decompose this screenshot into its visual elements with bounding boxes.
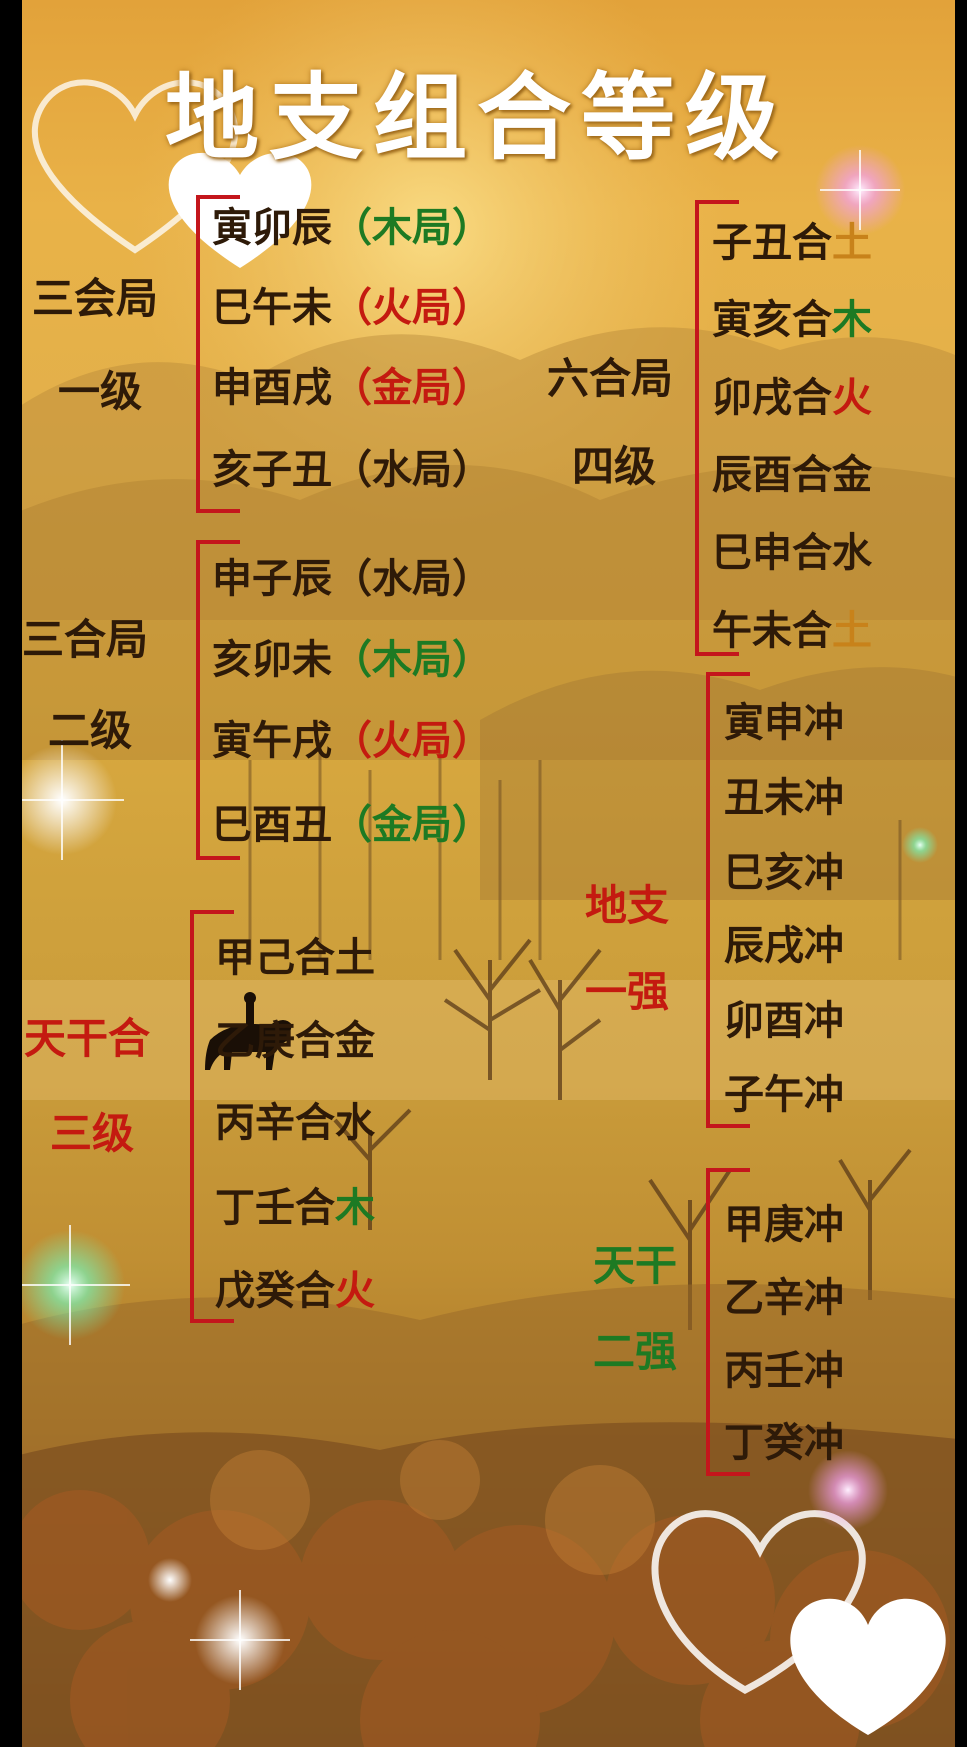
sanhui-item-1: 寅卯辰（木局） [212,195,492,253]
tiangan-he-item-1: 甲己合土 [215,925,375,983]
tiangan-chong-label: 天干 [593,1241,678,1290]
sanhui-item-4-paren: （水局） [332,447,492,493]
sanhe-item-4-text: 巳酉丑 [212,802,332,848]
tiangan-he-item-4-element: 木 [335,1185,375,1231]
sanhe-item-3-text: 寅午戌 [212,718,332,764]
tiangan-he-item-2-element: 金 [335,1018,375,1064]
tiangan-he-item-5-pre: 戊癸合 [215,1268,335,1314]
tiangan-chong-item-1: 甲庚冲 [724,1202,844,1248]
tiangan-he-item-2: 乙庚合金 [215,1008,375,1066]
tiangan-he-item-1-element: 土 [335,935,375,981]
tiangan-he-item-1-pre: 甲己合 [215,935,335,981]
tiangan-he-item-2-pre: 乙庚合 [215,1018,335,1064]
tiangan-chong-item-2: 乙辛冲 [724,1275,844,1321]
dizhi-chong-item-3: 巳亥冲 [724,850,844,896]
dizhi-chong-bracket [706,672,750,1128]
liuhe-item-6-pre: 午未合 [712,608,832,654]
right-black-edge [955,0,967,1747]
tiangan-he-item-5: 戊癸合火 [215,1258,375,1316]
liuhe-item-5: 巳申合水 [712,520,872,578]
sanhe-level: 二级 [48,706,133,755]
sanhui-level: 一级 [58,367,143,416]
sanhe-item-3-paren: （火局） [332,718,492,764]
sanhe-item-2: 亥卯未（木局） [212,627,492,685]
tiangan-he-item-5-element: 火 [335,1268,375,1314]
sanhe-bracket [196,540,240,860]
sanhe-item-1: 申子辰（水局） [212,546,492,604]
sanhui-label: 三会局 [32,274,159,323]
sanhe-item-4: 巳酉丑（金局） [212,792,492,850]
left-black-edge [0,0,22,1747]
tiangan-he-label: 天干合 [24,1014,151,1063]
liuhe-item-4: 辰酉合金 [712,442,872,500]
sanhe-item-2-paren: （木局） [332,637,492,683]
sanhui-item-3-text: 申酉戌 [212,365,332,411]
tiangan-chong-level: 二强 [593,1327,678,1376]
sanhui-item-3: 申酉戌（金局） [212,355,492,413]
sanhui-item-2-text: 巳午未 [212,285,332,331]
tiangan-chong-item-3: 丙壬冲 [724,1348,844,1394]
liuhe-item-4-pre: 辰酉合 [712,452,832,498]
page-title: 地支组合等级 [165,63,790,173]
liuhe-item-2-element: 木 [832,297,872,343]
sanhui-item-4: 亥子丑（水局） [212,437,492,495]
sanhe-item-1-paren: （水局） [332,556,492,602]
liuhe-item-5-pre: 巳申合 [712,530,832,576]
tiangan-chong-item-4: 丁癸冲 [724,1420,844,1466]
tiangan-he-item-4-pre: 丁壬合 [215,1185,335,1231]
sanhe-item-4-paren: （金局） [332,802,492,848]
liuhe-bracket [695,200,739,656]
liuhe-level: 四级 [572,442,657,491]
sanhui-item-1-paren: （木局） [332,205,492,251]
liuhe-item-3-element: 火 [832,375,872,421]
sanhui-item-2-paren: （火局） [332,285,492,331]
tiangan-he-item-3: 丙辛合水 [215,1090,375,1148]
liuhe-item-6: 午未合土 [712,598,872,656]
sanhui-item-4-text: 亥子丑 [212,447,332,493]
sanhe-item-1-text: 申子辰 [212,556,332,602]
sanhe-item-2-text: 亥卯未 [212,637,332,683]
tiangan-he-item-4: 丁壬合木 [215,1175,375,1233]
sanhui-item-2: 巳午未（火局） [212,275,492,333]
dizhi-chong-item-6: 子午冲 [724,1072,844,1118]
tiangan-he-bracket [190,910,234,1323]
dizhi-chong-item-4: 辰戌冲 [724,923,844,969]
liuhe-item-3-pre: 卯戌合 [712,375,832,421]
tiangan-chong-bracket [706,1168,750,1476]
dizhi-chong-item-2: 丑未冲 [724,775,844,821]
tiangan-he-item-3-pre: 丙辛合 [215,1100,335,1146]
liuhe-item-1-pre: 子丑合 [712,220,832,266]
liuhe-item-1-element: 土 [832,220,872,266]
liuhe-item-5-element: 水 [832,530,872,576]
sanhui-item-3-paren: （金局） [332,365,492,411]
sanhui-bracket [196,195,240,513]
tiangan-he-level: 三级 [50,1109,135,1158]
sanhe-item-3: 寅午戌（火局） [212,708,492,766]
dizhi-chong-item-5: 卯酉冲 [724,998,844,1044]
liuhe-item-6-element: 土 [832,608,872,654]
dizhi-chong-level: 一强 [585,967,670,1016]
liuhe-item-1: 子丑合土 [712,210,872,268]
sanhui-item-1-text: 寅卯辰 [212,205,332,251]
liuhe-item-2: 寅亥合木 [712,287,872,345]
liuhe-item-3: 卯戌合火 [712,365,872,423]
liuhe-label: 六合局 [547,354,674,403]
tiangan-he-item-3-element: 水 [335,1100,375,1146]
liuhe-item-4-element: 金 [832,452,872,498]
dizhi-chong-item-1: 寅申冲 [724,700,844,746]
dizhi-chong-label: 地支 [585,881,670,930]
sanhe-label: 三合局 [22,615,149,664]
liuhe-item-2-pre: 寅亥合 [712,297,832,343]
